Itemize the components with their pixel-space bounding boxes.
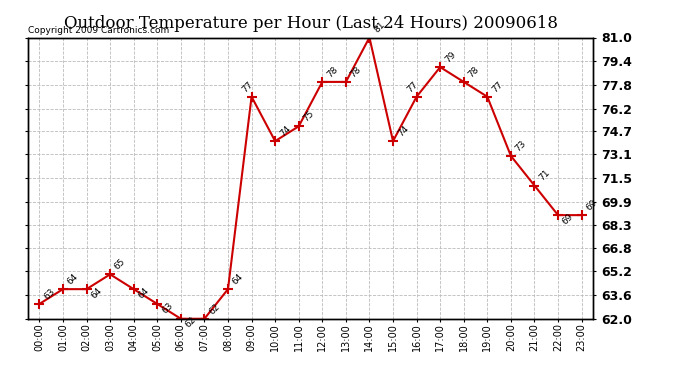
Text: Copyright 2009 Cartronics.com: Copyright 2009 Cartronics.com <box>28 26 169 35</box>
Text: 74: 74 <box>396 124 410 138</box>
Text: 64: 64 <box>230 272 245 286</box>
Text: 62: 62 <box>207 302 221 316</box>
Text: 75: 75 <box>302 109 316 123</box>
Text: 71: 71 <box>538 168 552 183</box>
Text: 77: 77 <box>490 80 504 94</box>
Text: 69: 69 <box>561 212 575 226</box>
Text: 78: 78 <box>466 64 481 79</box>
Text: 78: 78 <box>348 64 363 79</box>
Text: 74: 74 <box>278 124 293 138</box>
Text: 69: 69 <box>584 198 599 212</box>
Text: 62: 62 <box>184 315 198 330</box>
Text: 64: 64 <box>137 286 151 300</box>
Text: 78: 78 <box>325 64 339 79</box>
Text: 65: 65 <box>113 257 128 272</box>
Text: 64: 64 <box>66 272 80 286</box>
Text: 77: 77 <box>240 80 255 94</box>
Text: 77: 77 <box>406 80 420 94</box>
Text: Outdoor Temperature per Hour (Last 24 Hours) 20090618: Outdoor Temperature per Hour (Last 24 Ho… <box>63 15 558 32</box>
Text: 79: 79 <box>443 50 457 64</box>
Text: 64: 64 <box>89 286 104 300</box>
Text: 63: 63 <box>42 286 57 301</box>
Text: 81: 81 <box>372 20 386 35</box>
Text: 73: 73 <box>513 139 528 153</box>
Text: 63: 63 <box>160 301 175 315</box>
